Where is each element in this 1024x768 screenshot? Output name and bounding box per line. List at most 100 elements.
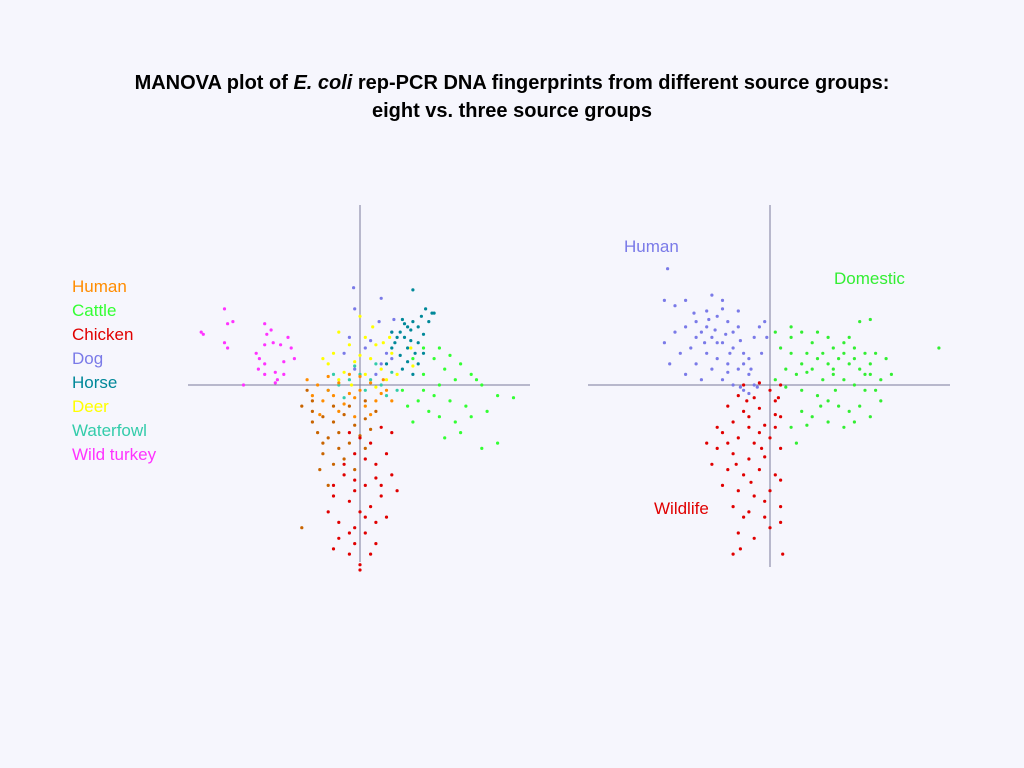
data-point xyxy=(773,330,777,334)
data-point xyxy=(411,357,415,361)
data-point xyxy=(369,378,373,382)
data-point xyxy=(815,394,820,398)
data-point xyxy=(347,499,351,503)
data-point xyxy=(694,320,698,324)
data-point xyxy=(699,378,703,382)
data-point xyxy=(742,383,746,387)
legend-item-dog: Dog xyxy=(72,349,104,368)
data-point xyxy=(752,335,756,339)
data-point xyxy=(833,388,837,392)
data-point xyxy=(779,446,783,450)
data-point xyxy=(279,343,283,347)
data-point xyxy=(310,394,314,398)
legend-item-deer: Deer xyxy=(72,397,109,416)
data-point xyxy=(347,531,351,535)
data-point xyxy=(342,351,346,355)
data-point xyxy=(390,370,394,374)
data-point xyxy=(363,515,367,519)
data-point xyxy=(374,542,378,546)
data-point xyxy=(858,367,862,371)
data-point xyxy=(384,378,389,382)
data-point xyxy=(689,346,693,350)
data-point xyxy=(379,494,383,498)
data-point xyxy=(369,381,373,385)
data-point xyxy=(427,409,431,413)
data-point xyxy=(713,328,717,332)
data-point xyxy=(416,325,420,329)
data-point xyxy=(379,483,383,487)
data-point xyxy=(749,480,753,484)
data-point xyxy=(726,468,730,472)
data-point xyxy=(776,396,780,400)
data-point xyxy=(275,378,279,382)
legend-item-horse: Horse xyxy=(72,373,118,392)
data-point xyxy=(731,505,735,509)
data-point xyxy=(263,362,267,366)
data-point xyxy=(409,346,413,350)
data-point xyxy=(837,404,841,408)
data-point xyxy=(379,296,383,300)
data-point xyxy=(821,351,825,355)
data-point xyxy=(752,441,756,445)
data-point xyxy=(369,357,373,361)
data-point xyxy=(231,320,235,324)
data-point xyxy=(694,335,698,339)
data-point xyxy=(374,520,378,524)
data-point xyxy=(884,357,888,361)
data-point xyxy=(720,341,725,345)
data-point xyxy=(703,341,707,345)
data-point xyxy=(784,385,788,389)
data-point xyxy=(480,446,484,450)
data-point xyxy=(747,415,751,419)
legend-item-wild-turkey: Wild turkey xyxy=(72,445,157,464)
data-point xyxy=(736,309,740,313)
data-point xyxy=(305,388,309,392)
data-point xyxy=(805,351,809,355)
data-point xyxy=(342,402,346,406)
data-point xyxy=(847,409,851,413)
data-point xyxy=(374,362,378,366)
data-point xyxy=(868,372,872,376)
data-point xyxy=(747,372,751,376)
data-point xyxy=(379,383,383,387)
legend-item-cattle: Cattle xyxy=(72,301,117,320)
data-point xyxy=(406,325,410,329)
data-point xyxy=(413,351,417,355)
data-point xyxy=(199,330,203,334)
data-point xyxy=(443,436,447,440)
data-point xyxy=(379,391,383,396)
data-point xyxy=(800,409,804,413)
data-point xyxy=(453,420,457,424)
data-point xyxy=(254,351,258,355)
data-point xyxy=(379,367,383,371)
group-label-wildlife: Wildlife xyxy=(654,499,709,518)
data-point xyxy=(318,468,322,472)
data-point xyxy=(781,552,785,556)
data-point xyxy=(402,335,407,339)
data-point xyxy=(752,536,756,540)
data-point xyxy=(742,362,746,366)
data-point xyxy=(263,322,267,326)
data-point xyxy=(779,505,783,509)
data-point xyxy=(852,357,856,361)
data-point xyxy=(742,351,746,355)
data-point xyxy=(760,351,764,355)
data-point xyxy=(416,362,420,366)
data-point xyxy=(337,431,341,435)
data-point xyxy=(421,372,426,376)
data-point xyxy=(282,372,286,376)
series-human xyxy=(305,372,394,419)
data-point xyxy=(459,431,463,435)
data-point xyxy=(432,394,436,398)
data-point xyxy=(726,404,730,408)
data-point xyxy=(353,396,357,400)
data-point xyxy=(773,425,777,429)
data-point xyxy=(316,431,320,435)
data-point xyxy=(337,378,341,382)
data-point xyxy=(858,320,862,324)
data-point xyxy=(800,362,804,366)
data-point xyxy=(749,367,753,371)
data-point xyxy=(666,267,670,271)
data-point xyxy=(720,378,725,382)
data-point xyxy=(474,378,479,382)
